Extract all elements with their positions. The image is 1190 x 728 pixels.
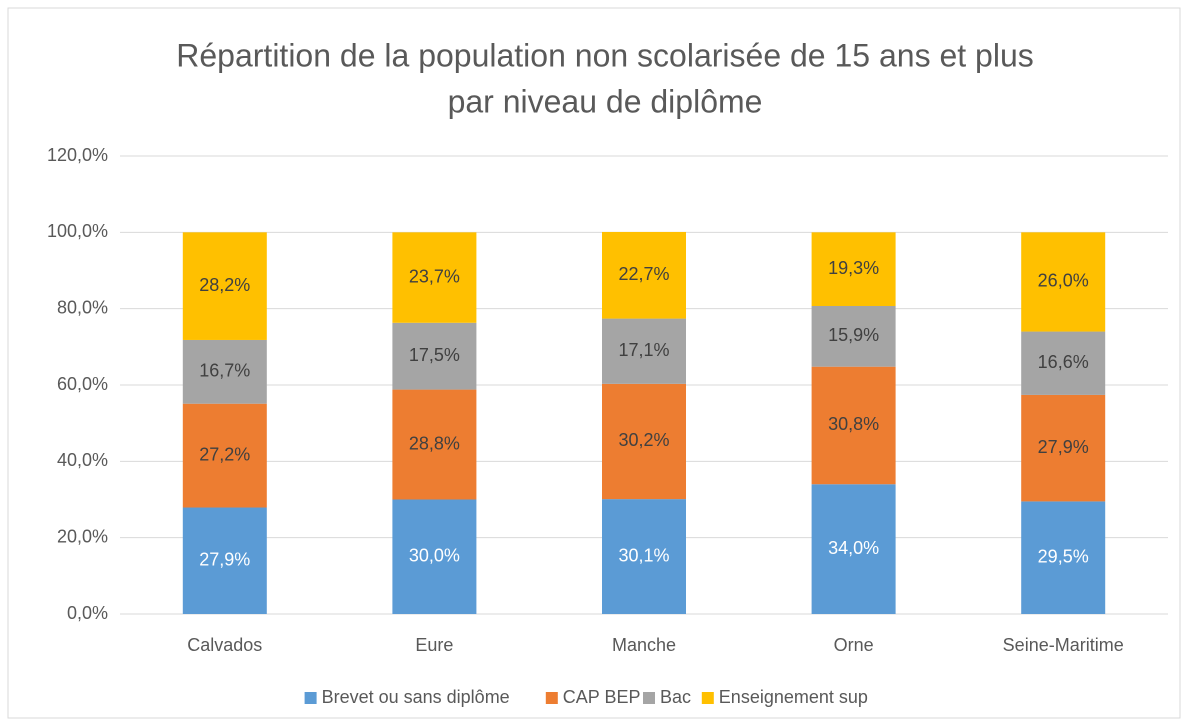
data-label: 17,5% <box>409 345 460 365</box>
bar-segment <box>811 484 896 614</box>
data-label: 30,8% <box>828 414 879 434</box>
y-tick-label: 120,0% <box>47 145 108 165</box>
bar-segment <box>392 232 477 323</box>
legend-swatch <box>545 692 558 704</box>
legend-label: Enseignement sup <box>719 687 868 707</box>
bar-segment <box>1021 501 1106 614</box>
legend-label: CAP BEP <box>563 687 641 707</box>
legend-swatch <box>643 692 655 704</box>
bar-segment <box>182 339 267 404</box>
bar-segment <box>182 507 267 614</box>
data-label: 30,2% <box>618 430 669 450</box>
data-label: 19,3% <box>828 258 879 278</box>
bar-segment <box>1021 331 1106 395</box>
legend-swatch <box>701 692 714 704</box>
data-label: 26,0% <box>1038 271 1089 291</box>
data-label: 27,9% <box>1038 437 1089 457</box>
bar-segment <box>1021 232 1106 332</box>
data-label: 30,1% <box>618 545 669 565</box>
x-tick-label: Manche <box>612 635 676 655</box>
data-label: 16,7% <box>199 361 250 381</box>
y-tick-label: 40,0% <box>57 450 108 470</box>
bar-segment <box>811 366 896 485</box>
bar-segment <box>182 232 267 340</box>
data-label: 23,7% <box>409 266 460 286</box>
data-label: 34,0% <box>828 538 879 558</box>
y-tick-label: 20,0% <box>57 526 108 546</box>
bar-segment <box>602 231 686 319</box>
chart-title: Répartition de la population non scolari… <box>176 37 1033 73</box>
bar-segment <box>602 383 686 500</box>
bar-segment <box>392 499 477 614</box>
data-label: 30,0% <box>409 546 460 566</box>
x-tick-label: Calvados <box>187 635 262 655</box>
x-tick-label: Orne <box>834 635 874 655</box>
y-tick-label: 80,0% <box>57 297 108 317</box>
x-tick-label: Seine-Maritime <box>1003 635 1124 655</box>
legend-label: Bac <box>660 687 691 707</box>
data-label: 29,5% <box>1038 546 1089 566</box>
data-label: 28,2% <box>199 275 250 295</box>
data-label: 15,9% <box>828 325 879 345</box>
x-tick-label: Eure <box>415 635 453 655</box>
bar-segment <box>811 232 896 306</box>
data-label: 27,9% <box>199 550 250 570</box>
bar-segment <box>602 499 686 614</box>
bar-segment <box>602 318 686 384</box>
bar-segment <box>392 389 477 500</box>
bar-segment <box>182 403 267 508</box>
chart-title: par niveau de diplôme <box>448 83 763 119</box>
y-tick-label: 100,0% <box>47 221 108 241</box>
data-label: 22,7% <box>618 264 669 284</box>
legend-swatch <box>304 692 317 704</box>
bar-segment <box>392 322 477 390</box>
legend-label: Brevet ou sans diplôme <box>322 687 510 707</box>
bar-segment <box>811 305 896 367</box>
y-tick-label: 0,0% <box>67 603 108 623</box>
data-label: 17,1% <box>618 340 669 360</box>
data-label: 27,2% <box>199 444 250 464</box>
y-tick-label: 60,0% <box>57 374 108 394</box>
data-label: 16,6% <box>1038 352 1089 372</box>
data-label: 28,8% <box>409 433 460 453</box>
bar-segment <box>1021 394 1106 502</box>
